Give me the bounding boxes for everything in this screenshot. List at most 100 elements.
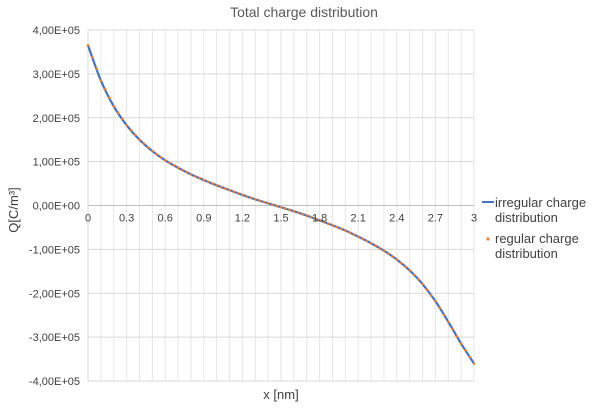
data-point-regular — [249, 196, 253, 200]
data-point-regular — [121, 117, 124, 121]
data-point-regular — [305, 214, 309, 217]
data-point-regular — [253, 198, 257, 201]
data-point-regular — [176, 166, 180, 170]
data-point-regular — [189, 173, 193, 176]
data-point-regular — [395, 258, 399, 261]
x-tick-label: 0.6 — [158, 213, 173, 225]
legend-regular-swatch — [486, 237, 490, 241]
data-point-regular — [472, 362, 476, 365]
data-point-regular — [108, 96, 111, 100]
x-tick-label: 1.8 — [312, 213, 327, 225]
data-point-regular — [451, 327, 454, 331]
data-point-regular — [382, 249, 386, 252]
data-point-regular — [198, 176, 201, 180]
data-point-regular — [232, 190, 236, 194]
data-point-regular — [434, 299, 437, 303]
data-point-regular — [103, 87, 107, 91]
data-point-regular — [455, 335, 459, 338]
data-point-regular — [258, 199, 261, 202]
data-point-regular — [322, 220, 326, 224]
x-tick-label: 0.3 — [119, 213, 134, 225]
data-point-regular — [125, 123, 128, 127]
data-point-regular — [429, 294, 433, 297]
x-tick-label: 2.7 — [428, 213, 443, 225]
data-point-regular — [386, 252, 390, 255]
data-point-regular — [301, 212, 304, 216]
data-point-regular — [296, 211, 300, 214]
data-point-regular — [151, 149, 154, 153]
data-point-regular — [193, 174, 197, 178]
data-point-regular — [202, 178, 206, 182]
data-point-regular — [172, 163, 176, 167]
data-point-regular — [326, 222, 330, 225]
data-point-regular — [408, 269, 411, 272]
data-point-regular — [361, 237, 364, 241]
x-tick-label: 0.9 — [196, 213, 211, 225]
y-tick-label: -3,00E+05 — [29, 332, 80, 344]
data-point-regular — [266, 202, 270, 205]
data-point-regular — [416, 278, 420, 281]
data-point-regular — [309, 215, 313, 219]
x-tick-label: 0 — [85, 213, 91, 225]
axes — [87, 30, 474, 381]
y-tick-label: -4,00E+05 — [29, 376, 80, 388]
data-point-regular — [438, 306, 441, 310]
data-point-regular — [279, 205, 283, 209]
data-point-regular — [344, 229, 347, 232]
data-point-regular — [275, 204, 279, 208]
data-point-regular — [442, 313, 446, 317]
data-point-regular — [288, 208, 291, 212]
y-axis-title: Q[C/m³] — [6, 187, 21, 233]
data-point-regular — [399, 261, 403, 265]
data-point-regular — [116, 111, 120, 114]
x-tick-label: 1.2 — [235, 213, 250, 225]
data-point-regular — [292, 209, 296, 213]
data-point-regular — [206, 180, 210, 184]
data-point-regular — [331, 223, 334, 227]
data-point-regular — [335, 225, 339, 229]
data-point-regular — [219, 185, 223, 189]
data-point-regular — [245, 195, 248, 198]
data-point-regular — [181, 168, 184, 172]
y-tick-label: 1,00E+05 — [33, 157, 80, 169]
data-point-regular — [95, 67, 98, 71]
x-axis-title: x [nm] — [263, 387, 298, 402]
data-point-regular — [112, 105, 116, 108]
data-point-regular — [236, 192, 240, 195]
data-point-regular — [223, 187, 227, 190]
data-point-regular — [412, 273, 416, 277]
tick-labels: 4,00E+05 3,00E+05 2,00E+05 1,00E+05 0,00E+00… — [29, 25, 477, 388]
y-tick-label: 4,00E+05 — [33, 25, 80, 37]
data-point-regular — [374, 244, 377, 248]
data-point-regular — [211, 182, 214, 185]
legend: irregular charge distribution regular ch… — [482, 195, 586, 261]
series-layer — [86, 44, 476, 365]
data-point-regular — [348, 231, 351, 234]
data-point-regular — [365, 239, 369, 243]
data-point-regular — [446, 320, 450, 324]
data-point-regular — [271, 203, 274, 206]
data-point-regular — [228, 188, 231, 192]
y-tick-label: -1,00E+05 — [29, 244, 80, 256]
legend-irregular-label-1: irregular charge — [495, 195, 586, 210]
x-tick-label: 1.5 — [273, 213, 288, 225]
data-point-regular — [138, 138, 141, 141]
data-point-regular — [339, 227, 343, 231]
data-point-regular — [391, 255, 394, 258]
y-tick-label: -2,00E+05 — [29, 288, 80, 300]
y-tick-label: 2,00E+05 — [33, 113, 80, 125]
data-point-regular — [404, 265, 407, 269]
legend-regular-label-2: distribution — [495, 246, 558, 261]
data-point-regular — [86, 44, 90, 47]
data-point-regular — [215, 184, 218, 187]
data-point-regular — [99, 79, 103, 82]
data-point-regular — [459, 342, 463, 346]
x-tick-label: 2.4 — [389, 213, 404, 225]
data-point-regular — [352, 233, 356, 236]
data-point-regular — [425, 288, 429, 292]
data-point-regular — [356, 235, 360, 238]
data-point-regular — [168, 161, 171, 165]
data-point-regular — [262, 200, 266, 204]
x-tick-label: 2.1 — [351, 213, 366, 225]
